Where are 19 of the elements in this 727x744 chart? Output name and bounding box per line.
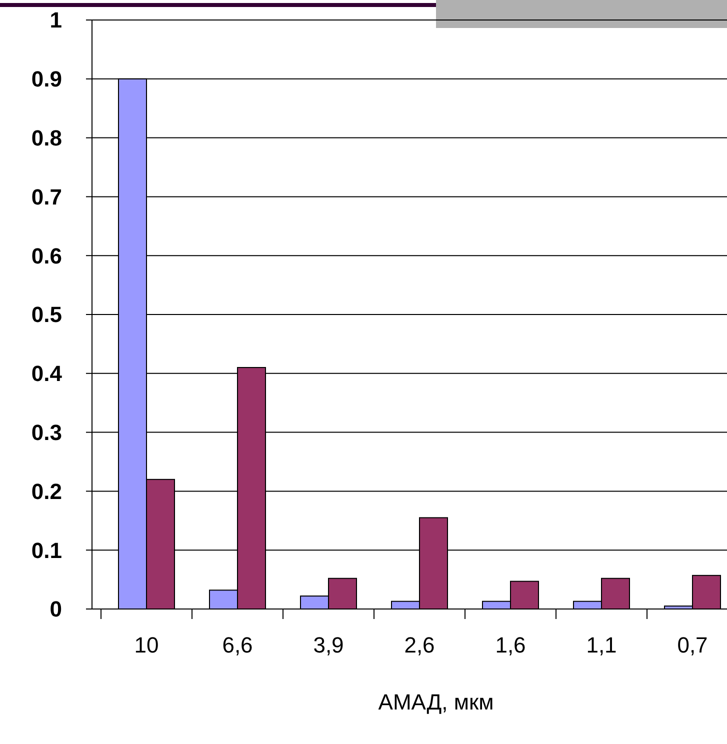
x-tick-label: 0,7 (677, 632, 708, 658)
x-tick-label: 1,1 (586, 632, 617, 658)
y-tick-label: 0.6 (31, 243, 62, 268)
y-tick-label: 0.1 (31, 538, 62, 563)
x-tick-label: 2,6 (404, 632, 435, 658)
y-tick-label: 1 (50, 8, 62, 33)
y-tick-label: 0.3 (31, 420, 62, 445)
x-tick-label: 10 (134, 632, 159, 658)
y-tick-label: 0.2 (31, 478, 62, 504)
y-tick-label: 0.4 (31, 361, 63, 386)
y-tick-label: 0.7 (31, 184, 62, 210)
y-tick-label: 0.5 (31, 302, 62, 328)
y-tick-label: 0 (50, 596, 62, 622)
x-tick-label: 3,9 (313, 632, 344, 658)
y-tick-label: 0.9 (31, 66, 62, 92)
y-tick-label: 0.8 (31, 126, 62, 150)
x-tick-label: 6,6 (222, 632, 253, 658)
x-tick-label: 1,6 (495, 632, 526, 658)
x-axis-title: АМАД, мкм (378, 690, 494, 715)
